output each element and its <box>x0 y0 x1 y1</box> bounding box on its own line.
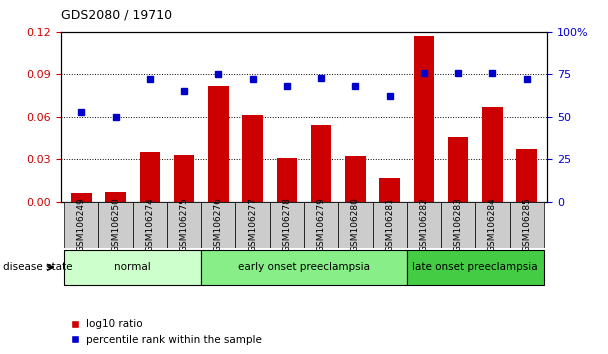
Text: early onset preeclampsia: early onset preeclampsia <box>238 262 370 272</box>
Bar <box>448 137 468 202</box>
Bar <box>510 202 544 248</box>
Bar <box>133 202 167 248</box>
Bar <box>407 202 441 248</box>
Text: GDS2080 / 19710: GDS2080 / 19710 <box>61 8 172 21</box>
Bar <box>338 202 373 248</box>
Bar <box>243 115 263 202</box>
Bar <box>140 152 160 202</box>
Text: GSM106274: GSM106274 <box>145 198 154 252</box>
Text: GSM106282: GSM106282 <box>420 198 429 252</box>
Bar <box>235 202 270 248</box>
Bar <box>105 192 126 202</box>
Bar <box>407 250 544 285</box>
Text: GSM106276: GSM106276 <box>214 197 223 252</box>
Bar <box>475 202 510 248</box>
Text: GSM106275: GSM106275 <box>179 197 188 252</box>
Bar <box>71 193 92 202</box>
Text: GSM106278: GSM106278 <box>282 197 291 252</box>
Text: GSM106277: GSM106277 <box>248 197 257 252</box>
Legend: log10 ratio, percentile rank within the sample: log10 ratio, percentile rank within the … <box>66 315 266 349</box>
Bar <box>270 202 304 248</box>
Bar <box>413 36 434 202</box>
Text: GSM106279: GSM106279 <box>317 197 326 252</box>
Text: GSM106283: GSM106283 <box>454 197 463 252</box>
Bar <box>98 202 133 248</box>
Bar <box>516 149 537 202</box>
Text: GSM106249: GSM106249 <box>77 198 86 252</box>
Text: late onset preeclampsia: late onset preeclampsia <box>412 262 538 272</box>
Bar <box>304 202 338 248</box>
Bar <box>277 158 297 202</box>
Text: GSM106280: GSM106280 <box>351 197 360 252</box>
Text: GSM106284: GSM106284 <box>488 198 497 252</box>
Bar <box>379 178 400 202</box>
Bar <box>208 86 229 202</box>
Text: normal: normal <box>114 262 151 272</box>
Bar <box>174 155 195 202</box>
Bar <box>373 202 407 248</box>
Bar <box>482 107 503 202</box>
Bar <box>167 202 201 248</box>
Bar <box>311 125 331 202</box>
Bar <box>64 250 201 285</box>
Text: GSM106285: GSM106285 <box>522 197 531 252</box>
Bar <box>441 202 475 248</box>
Text: GSM106281: GSM106281 <box>385 197 394 252</box>
Text: GSM106250: GSM106250 <box>111 197 120 252</box>
Text: disease state: disease state <box>3 262 72 272</box>
Bar <box>64 202 98 248</box>
Bar <box>201 202 235 248</box>
Bar <box>345 156 365 202</box>
Bar <box>201 250 407 285</box>
